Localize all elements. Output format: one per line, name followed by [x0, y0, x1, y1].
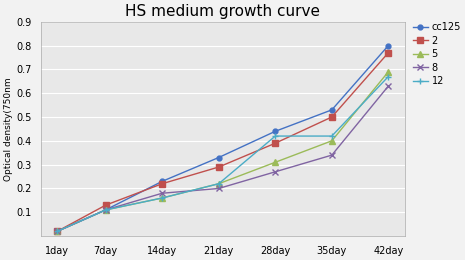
2 — [54, 230, 60, 233]
cc125 — [159, 180, 165, 183]
Y-axis label: Optical density(750nm: Optical density(750nm — [4, 77, 13, 181]
5 — [216, 182, 221, 185]
cc125 — [103, 208, 108, 211]
5 — [272, 161, 278, 164]
12 — [385, 75, 391, 78]
5 — [385, 70, 391, 73]
cc125 — [385, 44, 391, 47]
2 — [159, 182, 165, 185]
5 — [54, 230, 60, 233]
2 — [329, 115, 335, 119]
2 — [385, 51, 391, 54]
12 — [329, 134, 335, 138]
12 — [272, 134, 278, 138]
Line: 12: 12 — [54, 74, 391, 234]
Line: 2: 2 — [54, 50, 391, 234]
2 — [216, 165, 221, 168]
12 — [54, 230, 60, 233]
Line: 5: 5 — [54, 69, 391, 234]
8 — [54, 230, 60, 233]
5 — [159, 197, 165, 200]
8 — [329, 154, 335, 157]
Legend: cc125, 2, 5, 8, 12: cc125, 2, 5, 8, 12 — [413, 22, 461, 86]
5 — [103, 208, 108, 211]
Line: cc125: cc125 — [55, 43, 391, 234]
2 — [103, 204, 108, 207]
8 — [103, 208, 108, 211]
8 — [272, 170, 278, 173]
5 — [329, 139, 335, 142]
12 — [103, 208, 108, 211]
8 — [159, 192, 165, 195]
2 — [272, 142, 278, 145]
8 — [216, 187, 221, 190]
cc125 — [272, 130, 278, 133]
Title: HS medium growth curve: HS medium growth curve — [125, 4, 320, 19]
12 — [216, 182, 221, 185]
cc125 — [329, 108, 335, 112]
cc125 — [216, 156, 221, 159]
Line: 8: 8 — [54, 83, 391, 234]
cc125 — [54, 230, 60, 233]
12 — [159, 197, 165, 200]
8 — [385, 84, 391, 88]
